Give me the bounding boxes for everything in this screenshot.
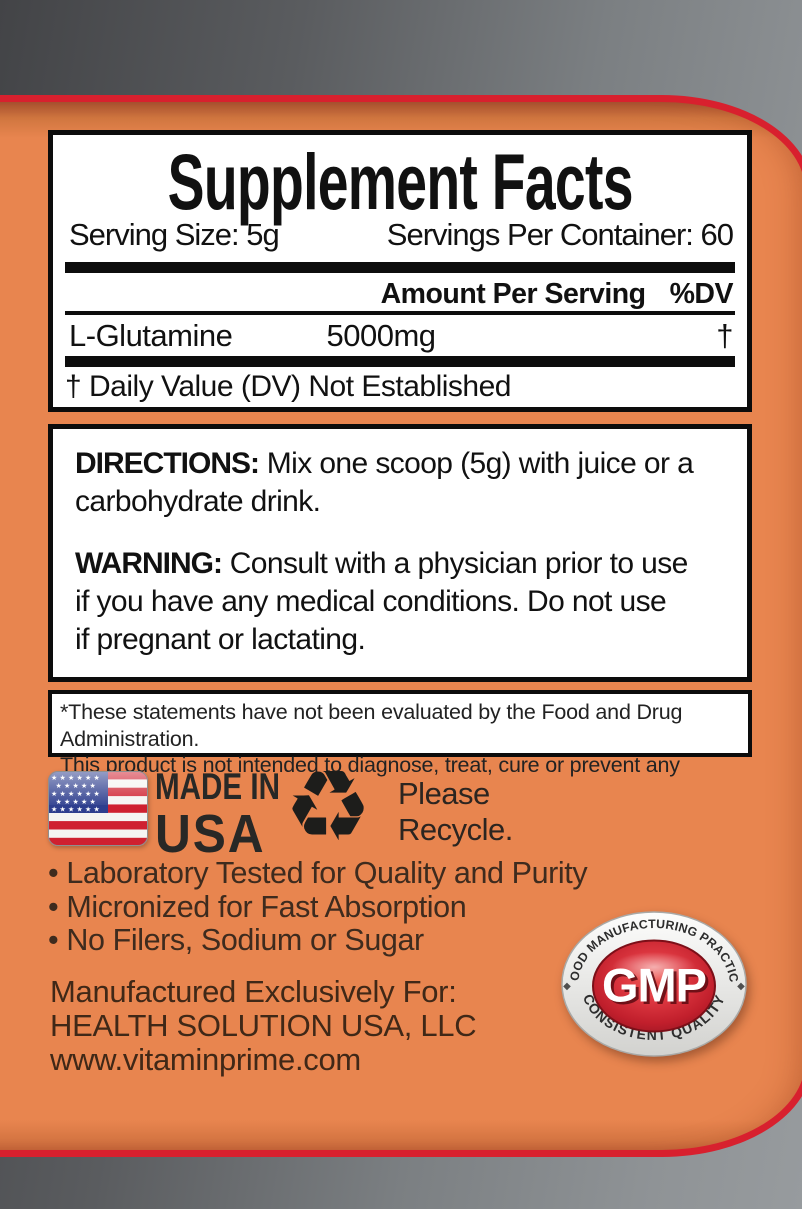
gmp-separator-icon: ◆: [563, 981, 571, 992]
usa-line: USA: [155, 804, 266, 864]
bullet-item: No Filers, Sodium or Sugar: [48, 923, 587, 958]
manufacturer-heading: Manufactured Exclusively For:: [50, 974, 457, 1009]
directions-heading: DIRECTIONS:: [75, 447, 260, 480]
supplement-facts-title-row: Supplement Facts: [53, 137, 747, 226]
benefit-bullets: Laboratory Tested for Quality and Purity…: [48, 856, 587, 958]
serving-size: Serving Size: 5g: [69, 217, 280, 252]
bullet-item: Micronized for Fast Absorption: [48, 890, 587, 925]
warning-heading: WARNING:: [75, 547, 223, 580]
supplement-facts-box: Supplement Facts Serving Size: 5g Servin…: [48, 130, 752, 412]
warning-text: Consult with a physician prior to use if…: [75, 547, 688, 656]
manufacturer-block: Manufactured Exclusively For: HEALTH SOL…: [50, 974, 477, 1077]
directions-text: Mix one scoop (5g) with juice or a carbo…: [75, 447, 694, 518]
please-recycle-text: Please Recycle.: [398, 776, 513, 847]
directions-paragraph: DIRECTIONS: Mix one scoop (5g) with juic…: [75, 445, 723, 521]
gmp-badge: GOOD MANUFACTURING PRACTICE CONSISTENT Q…: [542, 893, 747, 1057]
thick-divider: [65, 356, 735, 367]
dv-footnote: † Daily Value (DV) Not Established: [65, 370, 511, 403]
warning-paragraph: WARNING: Consult with a physician prior …: [75, 545, 723, 659]
amount-per-serving-header: Amount Per Serving: [380, 278, 646, 310]
svg-text:★ ★ ★ ★ ★ ★: ★ ★ ★ ★ ★ ★: [51, 806, 100, 814]
table-header-row: Amount Per Serving %DV: [53, 278, 734, 311]
manufacturer-website: www.vitaminprime.com: [50, 1042, 361, 1077]
supplement-facts-title: Supplement Facts: [167, 137, 633, 226]
ingredient-amount: 5000mg: [326, 318, 436, 353]
dv-header: %DV: [669, 278, 734, 310]
gmp-center-text-shadow: GMP: [605, 961, 709, 1014]
fda-disclaimer-box: *These statements have not been evaluate…: [48, 690, 752, 804]
thin-divider: [65, 311, 735, 315]
ingredient-dv: †: [716, 318, 733, 353]
gmp-center-text: GMP: [602, 959, 706, 1012]
bullet-item: Laboratory Tested for Quality and Purity: [48, 856, 587, 891]
manufacturer-name: HEALTH SOLUTION USA, LLC: [50, 1008, 477, 1043]
servings-per-container: Servings Per Container: 60: [386, 217, 734, 252]
made-in-usa-text: MADE IN USA: [155, 768, 311, 861]
thick-divider: [65, 262, 735, 273]
ingredient-row: L-Glutamine 5000mg †: [69, 318, 733, 354]
recycle-icon: ♻: [284, 750, 372, 864]
gmp-separator-icon: ◆: [737, 981, 745, 992]
directions-box: DIRECTIONS: Mix one scoop (5g) with juic…: [48, 424, 752, 682]
serving-info-row: Serving Size: 5g Servings Per Container:…: [69, 217, 734, 253]
ingredient-name: L-Glutamine: [69, 318, 233, 353]
made-in-line: MADE IN: [155, 766, 280, 807]
us-flag-icon: ★ ★ ★ ★ ★ ★ ★ ★ ★ ★ ★ ★ ★ ★ ★ ★ ★ ★ ★ ★ …: [48, 771, 148, 846]
